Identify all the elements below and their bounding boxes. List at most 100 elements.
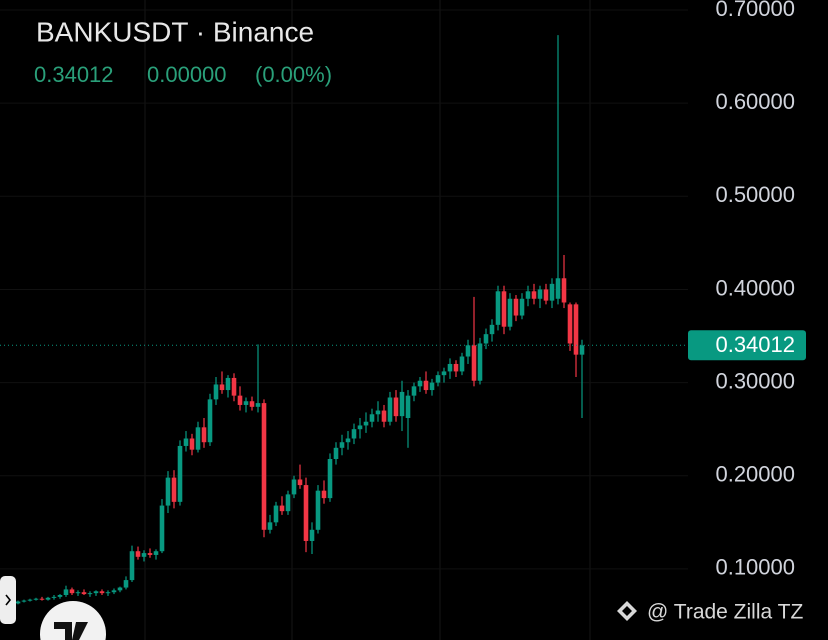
current-price-box (688, 330, 806, 361)
candle-body (33, 598, 39, 600)
candle-body (501, 291, 507, 327)
candle-body (345, 438, 351, 443)
candle-body (201, 427, 207, 443)
candle-body (537, 289, 543, 299)
candle-body (525, 291, 531, 299)
candle-body (285, 494, 291, 512)
candle-body (81, 592, 87, 595)
candle-body (381, 410, 387, 422)
candle-body (39, 598, 45, 600)
logo-mark (54, 622, 88, 640)
y-tick-label: 0.40000 (715, 275, 795, 300)
candle-body (189, 438, 195, 450)
candle-body (405, 395, 411, 419)
candle-body (129, 551, 135, 581)
y-tick-label: 0.50000 (715, 182, 795, 207)
y-tick-label: 0.10000 (715, 555, 795, 580)
candle-body (579, 345, 585, 355)
candle-body (165, 477, 171, 506)
candle-body (183, 438, 189, 446)
candle-body (351, 429, 357, 439)
candle-body (291, 479, 297, 495)
candle-body (99, 591, 105, 594)
candle-body (21, 600, 27, 602)
candle-body (369, 414, 375, 422)
y-tick-label: 0.70000 (715, 0, 795, 21)
candle-body (471, 345, 477, 381)
candle-body (87, 593, 93, 595)
logo-circle[interactable] (40, 601, 106, 640)
candle-body (399, 391, 405, 417)
candle-body (507, 298, 513, 327)
candle-body (555, 278, 561, 299)
candle-body (105, 592, 111, 594)
candle-body (339, 442, 345, 448)
candle-body (363, 421, 369, 426)
tradingview-logo[interactable] (40, 601, 106, 640)
candle-body (465, 345, 471, 357)
candle-body (57, 595, 63, 597)
candle-body (375, 410, 381, 415)
candle-body (219, 384, 225, 391)
candle-body (75, 592, 81, 594)
candle-body (177, 445, 183, 502)
candle-body (249, 401, 255, 407)
watermark: @ Trade Zilla TZ (617, 601, 803, 624)
candle-body (69, 589, 75, 594)
collapse-arrow (5, 594, 12, 606)
candle-body (15, 601, 21, 604)
price-axis: 0.10000 0.20000 0.30000 0.40000 0.50000 0.600… (688, 0, 806, 580)
candle-body (93, 591, 99, 594)
candle-body (411, 386, 417, 396)
candle-body (513, 298, 519, 316)
candle-body (573, 304, 579, 355)
candle-body (261, 403, 267, 530)
watermark-icon (617, 601, 637, 621)
candle-body (483, 334, 489, 344)
candle-body (429, 382, 435, 391)
candle-body (495, 291, 501, 325)
y-tick-label: 0.20000 (715, 462, 795, 487)
candle-body (297, 479, 303, 486)
candle-body (279, 505, 285, 512)
candle-body (453, 363, 459, 372)
candle-body (123, 580, 129, 588)
candle-body (489, 324, 495, 335)
current-price-label: 0.34012 (715, 332, 795, 357)
candle-body (423, 380, 429, 391)
candle-body (315, 490, 321, 530)
candle-body (141, 553, 147, 557)
candle-body (357, 425, 363, 430)
candle-body (543, 289, 549, 301)
candle-body (171, 477, 177, 502)
candle-body (45, 597, 51, 600)
candle-body (459, 356, 465, 372)
candle-body (195, 427, 201, 450)
header-price: 0.34012 (34, 62, 114, 87)
candle-body (519, 298, 525, 316)
header-change: 0.00000 (147, 62, 227, 87)
candle-body (549, 283, 555, 301)
candle-body (255, 403, 261, 407)
candle-body (225, 377, 231, 391)
candle-body (51, 596, 57, 598)
candle-body (567, 304, 573, 344)
candle-body (327, 458, 333, 499)
candle-body (393, 397, 399, 417)
candle-body (111, 590, 117, 593)
candle-body (147, 553, 153, 555)
collapse-tab[interactable] (0, 576, 16, 624)
candle-body (309, 529, 315, 541)
candle-body (387, 397, 393, 422)
collapse-button[interactable] (0, 576, 16, 624)
y-tick-label: 0.30000 (715, 368, 795, 393)
watermark-text: @ Trade Zilla TZ (647, 601, 803, 624)
grid (144, 0, 591, 640)
candle-body (447, 363, 453, 372)
candle-body (417, 380, 423, 387)
candle-body (273, 505, 279, 523)
y-tick-label: 0.60000 (715, 89, 795, 114)
candle-body (561, 278, 567, 303)
